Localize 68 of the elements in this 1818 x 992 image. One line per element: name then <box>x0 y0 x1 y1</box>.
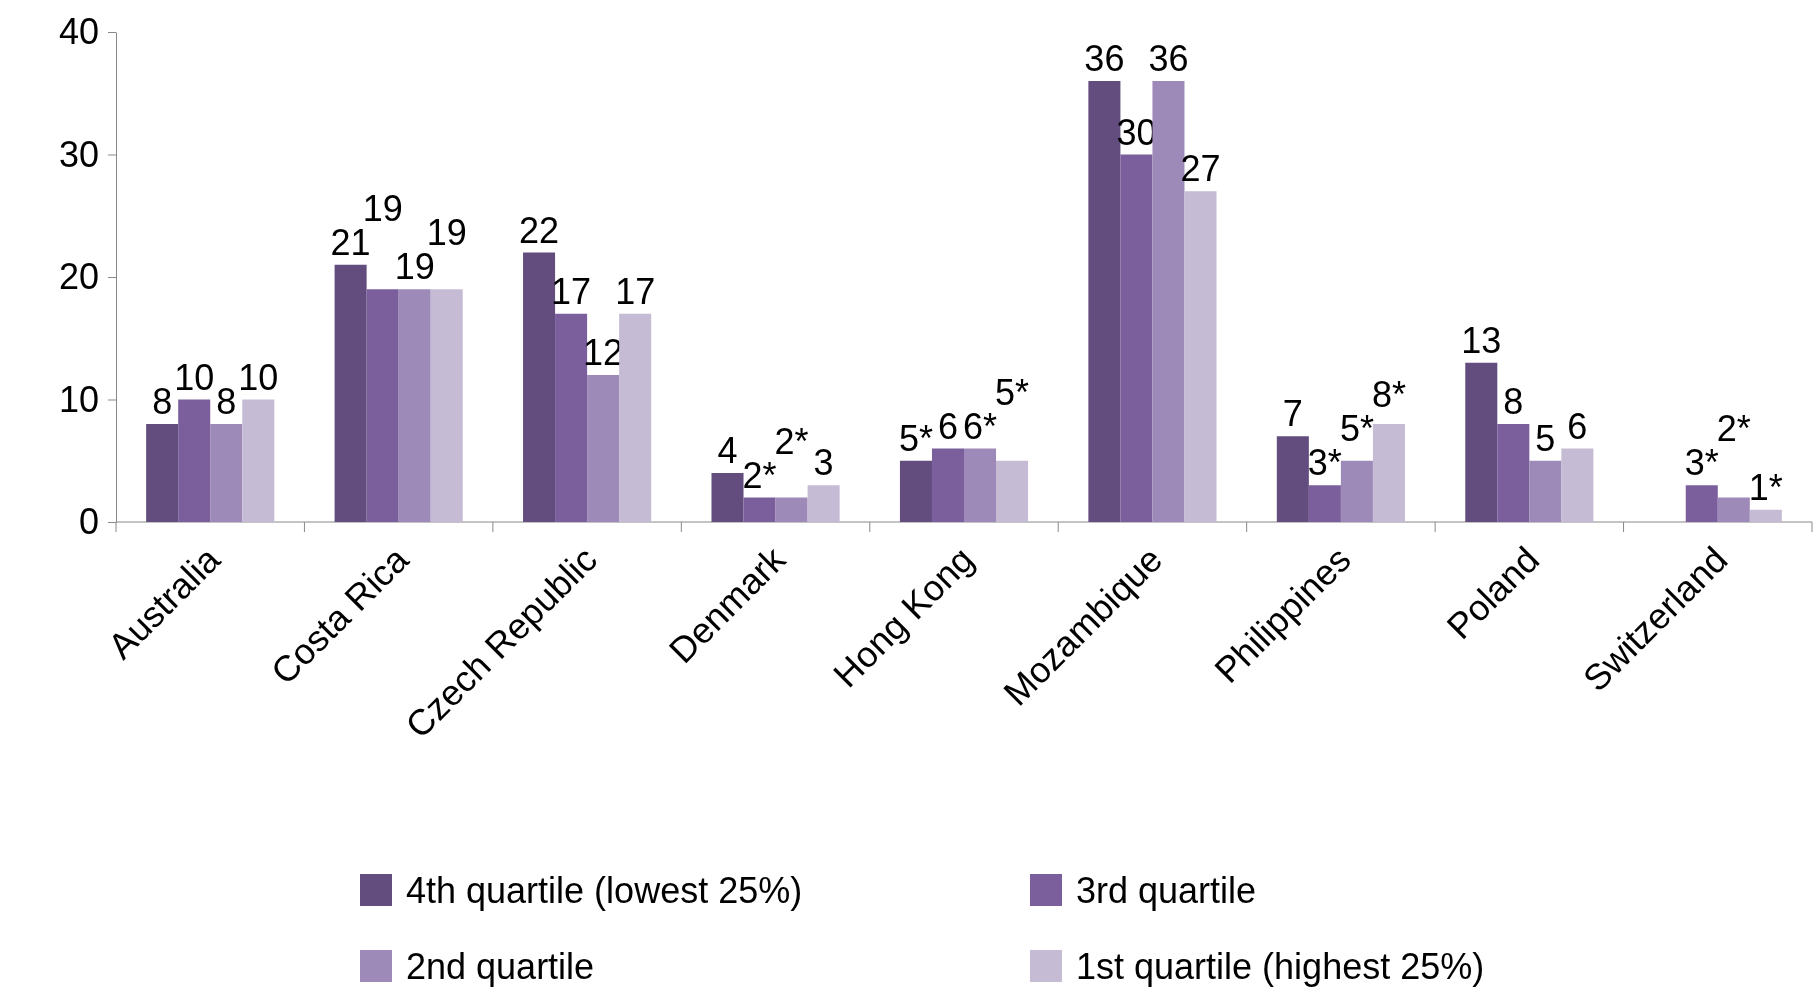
data-label: 5* <box>995 371 1030 413</box>
data-label: 6* <box>963 405 998 447</box>
bar <box>1561 448 1594 522</box>
data-label: 1* <box>1748 466 1783 508</box>
bar <box>1529 460 1562 522</box>
data-label: 8 <box>1503 381 1524 422</box>
data-label: 8* <box>1371 374 1406 416</box>
bar <box>775 497 808 522</box>
bar <box>1497 424 1530 522</box>
bar <box>931 448 964 522</box>
data-label: 7 <box>1282 393 1303 435</box>
bar <box>210 424 243 522</box>
data-label: 10 <box>174 356 215 398</box>
bar <box>1685 485 1718 522</box>
bar <box>1276 436 1309 522</box>
bar <box>242 399 275 522</box>
data-label: 5* <box>1339 408 1374 450</box>
bar <box>964 448 997 522</box>
bar <box>1372 424 1405 522</box>
legend-label: 3rd quartile <box>1076 870 1257 911</box>
data-label: 2* <box>742 454 777 496</box>
data-label: 17 <box>615 270 656 312</box>
data-label: 4 <box>717 430 738 471</box>
data-label: 3 <box>813 442 834 484</box>
data-label: 27 <box>1180 148 1221 190</box>
bar <box>398 289 431 522</box>
legend-label: 2nd quartile <box>406 946 595 987</box>
bar <box>1465 362 1498 522</box>
bar <box>146 424 179 522</box>
bar <box>711 473 744 522</box>
y-tick-label: 30 <box>58 133 99 175</box>
legend-label: 4th quartile (lowest 25%) <box>406 870 803 911</box>
data-label: 5 <box>1535 417 1556 459</box>
bar <box>1340 460 1373 522</box>
data-label: 13 <box>1461 319 1502 361</box>
y-tick-label: 20 <box>58 256 99 298</box>
bar <box>334 264 367 522</box>
data-label: 3* <box>1684 442 1719 484</box>
bar <box>587 375 620 522</box>
bar <box>1120 154 1153 522</box>
y-tick-label: 10 <box>58 378 99 420</box>
bar <box>178 399 211 522</box>
data-label: 2* <box>774 420 809 462</box>
bar <box>1749 509 1782 522</box>
data-label: 8 <box>216 381 237 422</box>
data-label: 2* <box>1716 408 1751 450</box>
bar <box>1308 485 1341 522</box>
y-tick-label: 40 <box>58 11 99 53</box>
y-tick-label: 0 <box>78 501 99 543</box>
bar <box>1717 497 1750 522</box>
data-label: 6 <box>1567 405 1588 447</box>
data-label: 6 <box>937 405 958 447</box>
bar <box>743 497 776 522</box>
bar <box>899 460 932 522</box>
bar <box>1184 191 1217 522</box>
legend-label: 1st quartile (highest 25%) <box>1076 946 1485 987</box>
data-label: 8 <box>152 381 173 422</box>
data-label: 36 <box>1084 38 1125 79</box>
bar <box>807 485 840 522</box>
bar <box>996 460 1029 522</box>
bar <box>366 289 399 522</box>
data-label: 5* <box>898 417 933 459</box>
data-label: 10 <box>238 356 279 398</box>
bar <box>430 289 463 522</box>
data-label: 3* <box>1307 442 1342 484</box>
bar <box>619 313 652 522</box>
data-label: 36 <box>1148 38 1189 79</box>
data-label: 22 <box>519 209 560 251</box>
